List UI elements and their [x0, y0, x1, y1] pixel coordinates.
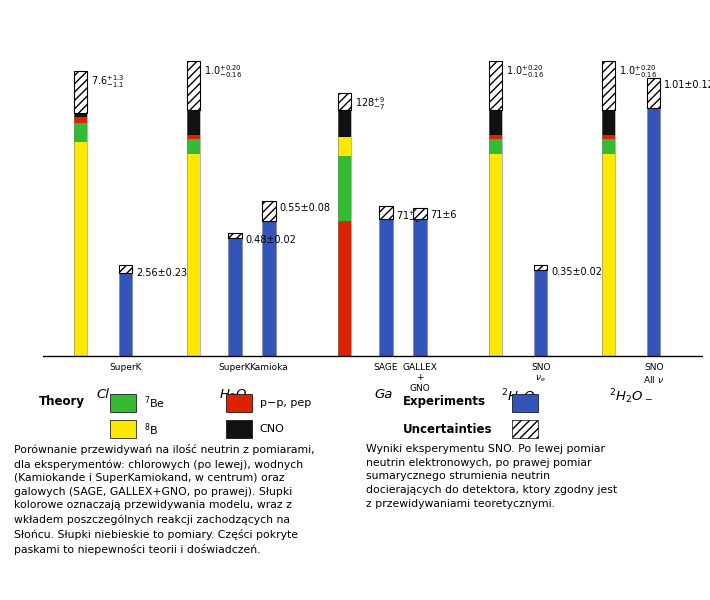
Bar	[187, 110, 200, 134]
Bar	[119, 265, 132, 273]
Bar	[488, 110, 502, 134]
Bar	[74, 123, 87, 142]
Bar	[338, 110, 351, 137]
Bar	[413, 219, 427, 356]
Text: Porównanie przewidywań na ilość neutrin z pomiarami,
dla eksperymentów: chlorowy: Porównanie przewidywań na ilość neutrin …	[14, 444, 315, 555]
Text: 1.01±0.12: 1.01±0.12	[665, 80, 710, 91]
Text: 1.0$^{+0.20}_{-0.16}$: 1.0$^{+0.20}_{-0.16}$	[204, 64, 242, 80]
Text: 7.6$^{+1.3}_{-1.1}$: 7.6$^{+1.3}_{-1.1}$	[91, 74, 124, 91]
Text: 1.0$^{+0.20}_{-0.16}$: 1.0$^{+0.20}_{-0.16}$	[506, 64, 544, 80]
Bar	[229, 233, 241, 238]
Bar	[226, 394, 251, 412]
Bar	[74, 142, 87, 356]
Text: 71$^{+7}_{-6}$: 71$^{+7}_{-6}$	[396, 208, 420, 225]
Bar	[534, 265, 547, 269]
Bar	[119, 273, 132, 356]
Text: 2.56±0.23: 2.56±0.23	[136, 268, 187, 278]
Bar	[534, 269, 547, 356]
Bar	[379, 206, 393, 219]
Bar	[110, 394, 136, 412]
Bar	[338, 110, 351, 356]
Bar	[602, 61, 615, 110]
Bar	[74, 113, 87, 117]
Bar	[602, 154, 615, 356]
Bar	[602, 110, 615, 134]
Bar	[648, 107, 660, 356]
Bar	[226, 420, 251, 439]
Text: CNO: CNO	[260, 424, 285, 434]
Bar	[338, 137, 351, 156]
Text: SuperK: SuperK	[219, 363, 251, 372]
Bar	[74, 117, 87, 123]
Text: 0.35±0.02: 0.35±0.02	[551, 267, 602, 277]
Bar	[74, 113, 87, 356]
Bar	[488, 61, 502, 110]
Text: 1.0$^{+0.20}_{-0.16}$: 1.0$^{+0.20}_{-0.16}$	[619, 64, 657, 80]
Bar	[187, 134, 200, 139]
Text: Cl: Cl	[97, 388, 109, 401]
Text: 0.48±0.02: 0.48±0.02	[246, 235, 296, 245]
Bar	[488, 134, 502, 139]
Bar	[187, 139, 200, 154]
Bar	[602, 139, 615, 154]
Text: 71±6: 71±6	[430, 210, 457, 220]
Bar	[648, 78, 660, 107]
Bar	[263, 221, 275, 356]
Bar	[229, 238, 241, 356]
Text: H$_2$O: H$_2$O	[219, 388, 247, 403]
Bar	[379, 219, 393, 356]
Text: $^2$H$_2$O: $^2$H$_2$O	[501, 388, 535, 406]
Text: Theory: Theory	[39, 395, 85, 408]
Text: SuperK: SuperK	[109, 363, 142, 372]
Text: SAGE: SAGE	[373, 363, 398, 372]
Bar	[187, 110, 200, 356]
Bar	[602, 134, 615, 139]
Bar	[488, 110, 502, 356]
Bar	[338, 221, 351, 356]
Text: Uncertainties: Uncertainties	[403, 423, 493, 436]
Bar	[74, 71, 87, 113]
Text: $^2$H$_2$O$_-$: $^2$H$_2$O$_-$	[609, 388, 653, 406]
Bar	[413, 208, 427, 219]
Bar	[602, 110, 615, 356]
Text: Ga: Ga	[375, 388, 393, 401]
Bar	[512, 394, 538, 412]
Text: SNO
$\nu_e$: SNO $\nu_e$	[531, 363, 550, 384]
Text: $^8$B: $^8$B	[144, 421, 158, 437]
Bar	[338, 156, 351, 221]
Text: Kamioka: Kamioka	[250, 363, 288, 372]
Text: $^7$Be: $^7$Be	[144, 394, 165, 411]
Text: p−p, pep: p−p, pep	[260, 398, 311, 408]
Text: Wyniki eksperymentu SNO. Po lewej pomiar
neutrin elektronowych, po prawej pomiar: Wyniki eksperymentu SNO. Po lewej pomiar…	[366, 444, 617, 509]
Bar	[488, 154, 502, 356]
Bar	[338, 93, 351, 110]
Text: 0.55±0.08: 0.55±0.08	[279, 203, 330, 214]
Bar	[110, 420, 136, 439]
Bar	[187, 61, 200, 110]
Text: Experiments: Experiments	[403, 395, 486, 408]
Bar	[488, 139, 502, 154]
Bar	[263, 201, 275, 221]
Text: 128$^{+9}_{-7}$: 128$^{+9}_{-7}$	[355, 95, 385, 112]
Bar	[187, 154, 200, 356]
Text: SNO
All $\nu$: SNO All $\nu$	[643, 363, 665, 385]
Bar	[512, 420, 538, 439]
Text: GALLEX
+
GNO: GALLEX + GNO	[403, 363, 437, 393]
